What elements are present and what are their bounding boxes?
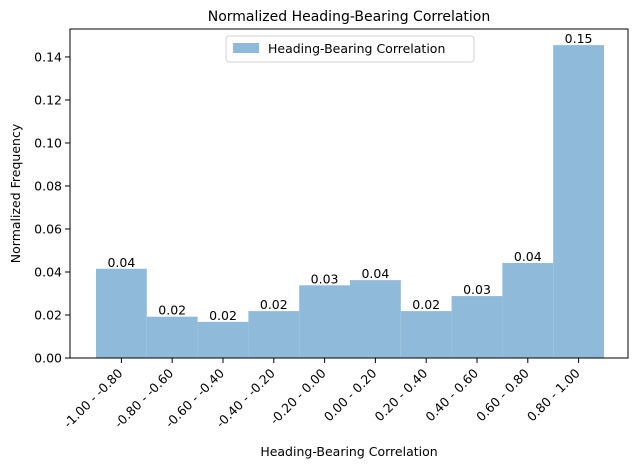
plot-frame [69,28,629,359]
bar [248,311,300,358]
x-tick-label: 0.00 - 0.20 [321,365,380,424]
legend-entry: Heading-Bearing Correlation [268,41,445,56]
bar [451,296,503,358]
bar-value-label: 0.15 [565,31,593,46]
bar [350,280,401,358]
y-tick-label: 0.06 [34,221,62,236]
bar [299,285,350,358]
x-tick-label: 0.60 - 0.80 [473,365,532,424]
x-tick-label: 0.40 - 0.60 [422,365,481,424]
bar-value-label: 0.04 [514,249,542,264]
y-tick-label: 0.00 [34,351,62,366]
x-axis-ticks: -1.00 - -0.80-0.80 - -0.60-0.60 - -0.40-… [60,358,583,431]
y-tick-label: 0.14 [34,49,62,64]
y-axis-label: Normalized Frequency [8,123,23,263]
bar-value-label: 0.04 [107,255,135,270]
bar [96,268,147,358]
bar [502,262,554,358]
legend: Heading-Bearing Correlation [225,35,475,63]
y-axis-ticks: 0.00 0.02 0.04 0.06 0.08 0.10 0.12 0.14 [34,49,70,366]
bar [553,45,604,359]
y-tick-label: 0.04 [34,264,62,279]
bar-value-label: 0.02 [412,297,440,312]
y-tick-label: 0.12 [34,92,62,107]
x-tick-label: 0.80 - 1.00 [524,365,583,424]
x-axis-label: Heading-Bearing Correlation [260,444,437,459]
bar [400,311,452,358]
legend-swatch [233,43,259,53]
bar-value-label: 0.02 [158,303,186,318]
bar-value-label: 0.02 [260,297,288,312]
bar [197,321,249,358]
bar [146,316,198,358]
x-tick-label: 0.20 - 0.40 [372,365,431,424]
legend-box [225,35,475,63]
bar-value-label: 0.02 [209,308,237,323]
y-tick-label: 0.02 [34,307,62,322]
data-labels-group: 0.04 0.02 0.02 0.02 0.03 0.04 0.02 0.03 0.04 0.15 [107,31,592,323]
bar-value-label: 0.03 [463,282,491,297]
bar-value-label: 0.03 [311,271,339,286]
y-tick-label: 0.08 [34,178,62,193]
bars-group [96,45,604,359]
y-tick-label: 0.10 [34,135,62,150]
chart-title: Normalized Heading-Bearing Correlation [208,9,491,25]
bar-value-label: 0.04 [361,266,389,281]
